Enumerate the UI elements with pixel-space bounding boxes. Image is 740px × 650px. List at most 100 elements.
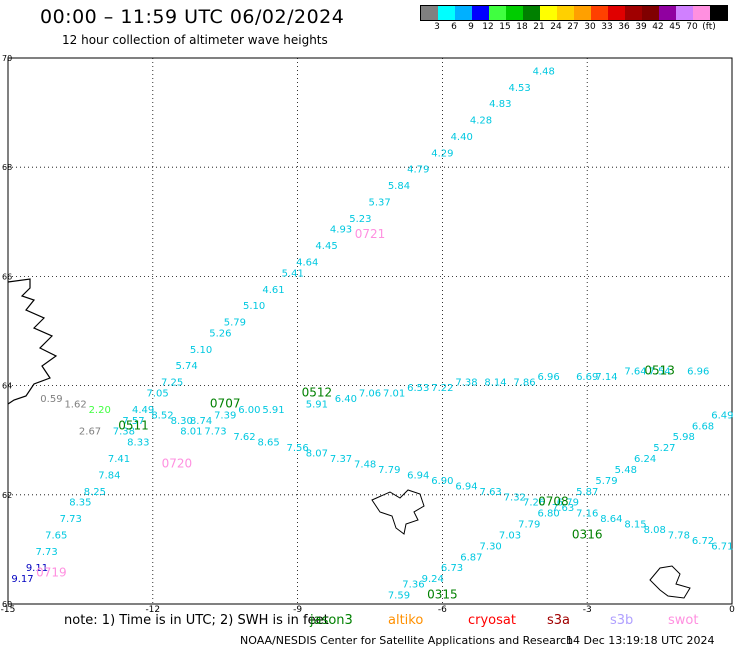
wave-height-label: 5.91 — [306, 399, 328, 410]
wave-height-label: 7.56 — [286, 443, 308, 454]
colorbar-swatch — [506, 6, 523, 20]
wave-height-label: 7.37 — [330, 454, 352, 465]
pass-time-label: 0513 — [644, 364, 675, 378]
colorbar-swatch — [472, 6, 489, 20]
wave-height-label: 8.25 — [84, 487, 106, 498]
wave-height-label: 7.30 — [480, 541, 502, 552]
wave-height-label: 7.79 — [378, 465, 400, 476]
wave-height-label: 5.37 — [369, 197, 391, 208]
wave-height-label: 6.87 — [460, 552, 482, 563]
wave-height-label: 7.63 — [480, 487, 502, 498]
wave-height-label: 4.79 — [407, 165, 429, 176]
coastline-faroe — [371, 489, 425, 535]
y-tick-label: 66 — [2, 272, 12, 281]
colorbar-swatch — [438, 6, 455, 20]
colorbar-swatch — [608, 6, 625, 20]
wave-height-label: 8.64 — [600, 514, 622, 525]
wave-height-label: 9.11 — [26, 563, 48, 574]
wave-height-label: 5.23 — [349, 214, 371, 225]
wave-height-label: 4.48 — [533, 66, 555, 77]
legend-altiko: altiko — [388, 613, 424, 628]
colorbar-label: 33 — [601, 22, 613, 32]
legend-cryosat: cryosat — [468, 613, 516, 628]
wave-height-label: 4.45 — [315, 241, 337, 252]
wave-height-label: 1.62 — [64, 399, 86, 410]
pass-time-label: 0721 — [355, 227, 386, 241]
pass-time-label: 0708 — [538, 495, 569, 509]
wave-height-label: 7.54 — [648, 367, 670, 378]
pass-time-label: 0720 — [162, 457, 193, 471]
wave-height-label: 5.41 — [282, 268, 304, 279]
wave-height-label: 8.14 — [484, 378, 506, 389]
wave-height-label: 5.10 — [243, 301, 265, 312]
wave-height-label: 7.62 — [233, 432, 255, 443]
wave-height-label: 8.74 — [190, 416, 212, 427]
satellite-legend: jason3 altiko cryosat s3a s3b swot — [0, 613, 740, 629]
wave-height-label: 6.90 — [431, 476, 453, 487]
wave-height-label: 9.24 — [422, 574, 444, 585]
wave-height-label: 8.15 — [624, 520, 646, 531]
wave-height-label: 7.03 — [499, 530, 521, 541]
wave-height-label: 4.61 — [262, 285, 284, 296]
wave-height-label: 4.93 — [330, 225, 352, 236]
wave-height-label: 6.79 — [557, 498, 579, 509]
wave-height-label: 0.59 — [40, 394, 62, 405]
wave-height-label: 4.28 — [470, 116, 492, 127]
wave-height-label: 5.27 — [653, 443, 675, 454]
wave-height-label: 7.38 — [455, 378, 477, 389]
wave-height-label: 6.94 — [407, 470, 429, 481]
legend-s3a: s3a — [547, 613, 571, 628]
x-tick-label: -15 — [1, 605, 16, 615]
colorbar-label: 39 — [635, 22, 647, 32]
x-tick-label: -6 — [438, 605, 447, 615]
wave-height-label: 7.36 — [402, 580, 424, 591]
colorbar-swatch — [642, 6, 659, 20]
wave-height-label: 7.25 — [161, 378, 183, 389]
colorbar-swatch — [489, 6, 506, 20]
wave-height-label: 5.74 — [175, 361, 197, 372]
pass-time-label: 0719 — [36, 566, 67, 580]
wave-height-label: 7.63 — [552, 503, 574, 514]
pass-time-label: 0315 — [427, 588, 458, 602]
wave-height-label: 6.73 — [441, 563, 463, 574]
wave-height-label: 5.87 — [576, 487, 598, 498]
wave-height-label: 6.40 — [335, 394, 357, 405]
wave-height-label: 9.17 — [11, 574, 33, 585]
wave-height-label: 7.05 — [146, 389, 168, 400]
legend-s3b: s3b — [610, 613, 634, 628]
wave-height-label: 7.16 — [576, 509, 598, 520]
wave-height-label: 8.01 — [180, 427, 202, 438]
wave-height-label: 7.86 — [513, 378, 535, 389]
footer-note: note: 1) Time is in UTC; 2) SWH is in fe… — [64, 613, 329, 628]
legend-swot: swot — [668, 613, 699, 628]
colorbar-label: 21 — [533, 22, 545, 32]
wave-height-label: 4.29 — [431, 148, 453, 159]
wave-height-label: 7.78 — [668, 530, 690, 541]
wave-height-label: 4.49 — [132, 405, 154, 416]
wave-height-label: 5.84 — [388, 181, 410, 192]
plot-frame — [7, 57, 733, 605]
wave-height-label: 7.73 — [204, 427, 226, 438]
colorbar-label: (ft) — [702, 22, 716, 32]
wave-height-label: 8.07 — [306, 449, 328, 460]
colorbar-label: 27 — [567, 22, 579, 32]
wave-height-label: 5.91 — [262, 405, 284, 416]
wave-height-label: 6.00 — [238, 405, 260, 416]
colorbar-swatch — [557, 6, 574, 20]
wave-height-label: 6.68 — [692, 421, 714, 432]
wave-height-label: 7.84 — [98, 470, 120, 481]
y-tick-label: 68 — [2, 163, 12, 172]
wave-height-label: 6.69 — [576, 372, 598, 383]
wave-height-label: 7.79 — [518, 520, 540, 531]
wave-height-label: 8.52 — [151, 410, 173, 421]
coastline-shetland — [649, 565, 691, 599]
pass-time-label: 0316 — [572, 527, 603, 541]
pass-time-label: 0511 — [118, 418, 149, 432]
wave-height-label: 2.20 — [89, 405, 111, 416]
generated-timestamp: 14 Dec 13:19:18 UTC 2024 — [566, 634, 715, 647]
wave-height-label: 6.72 — [692, 536, 714, 547]
wave-height-label: 5.98 — [673, 432, 695, 443]
colorbar-label: 9 — [468, 22, 474, 32]
x-tick-label: -3 — [583, 605, 592, 615]
wave-height-label: 7.26 — [523, 498, 545, 509]
